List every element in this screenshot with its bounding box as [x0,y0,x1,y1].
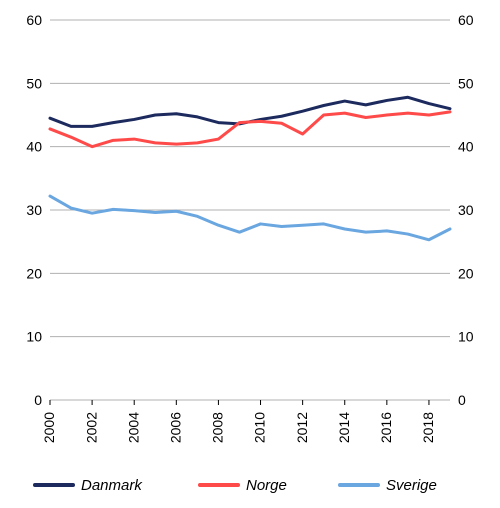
y-tick-label-right: 40 [458,139,474,155]
x-tick-label: 2010 [252,412,268,443]
y-tick-label-left: 50 [26,75,42,91]
y-tick-label-left: 30 [26,202,42,218]
line-chart-svg: 0 0 10 10 20 20 30 30 40 40 50 50 60 60 2000 2002 2004 20… [0,0,500,508]
legend-label-sverige: Sverige [386,477,437,494]
legend-label-danmark: Danmark [81,477,143,494]
y-tick-label-left: 60 [26,12,42,28]
y-tick-label-right: 60 [458,12,474,28]
y-tick-label-left: 0 [34,392,42,408]
x-tick-label: 2004 [125,412,141,443]
y-tick-label-left: 40 [26,139,42,155]
x-tick-label: 2018 [420,412,436,443]
line-chart: 0 0 10 10 20 20 30 30 40 40 50 50 60 60 2000 2002 2004 20… [0,0,500,508]
x-tick-label: 2006 [168,412,184,443]
y-tick-label-right: 50 [458,75,474,91]
x-tick-label: 2000 [41,412,57,443]
x-tick-label: 2002 [83,412,99,443]
x-tick-label: 2008 [210,412,226,443]
x-tick-label: 2014 [336,412,352,443]
y-tick-label-left: 20 [26,265,42,281]
x-tick-label: 2016 [378,412,394,443]
x-tick-label: 2012 [294,412,310,443]
y-tick-label-right: 20 [458,265,474,281]
y-tick-label-right: 10 [458,329,474,345]
y-tick-label-right: 0 [458,392,466,408]
y-tick-label-right: 30 [458,202,474,218]
legend-label-norge: Norge [246,477,287,494]
y-tick-label-left: 10 [26,329,42,345]
